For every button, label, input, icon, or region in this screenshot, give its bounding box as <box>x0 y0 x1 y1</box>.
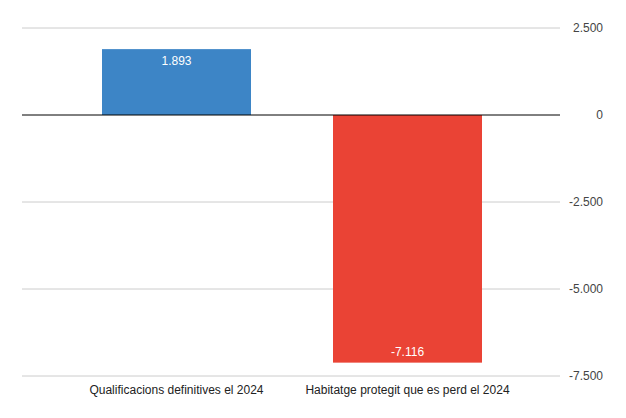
zero-line <box>22 115 560 116</box>
category-label: Qualificacions definitives el 2024 <box>89 383 263 397</box>
grid-line <box>22 376 560 377</box>
grid-line <box>22 28 560 29</box>
chart: 2.500 0 -2.500 -5.000 -7.500 1.893 -7.116 Quali… <box>0 0 626 418</box>
data-label: 1.893 <box>161 54 191 68</box>
tick-label: -2.500 <box>569 195 603 209</box>
data-label: -7.116 <box>391 345 424 359</box>
tick-label: -7.500 <box>569 369 603 383</box>
bars <box>102 49 482 363</box>
tick-label: 0 <box>596 108 603 122</box>
tick-label: -5.000 <box>569 282 603 296</box>
category-label: Habitatge protegit que es perd el 2024 <box>305 383 509 397</box>
bar <box>333 115 482 363</box>
bar <box>102 49 251 115</box>
tick-label: 2.500 <box>573 21 603 35</box>
